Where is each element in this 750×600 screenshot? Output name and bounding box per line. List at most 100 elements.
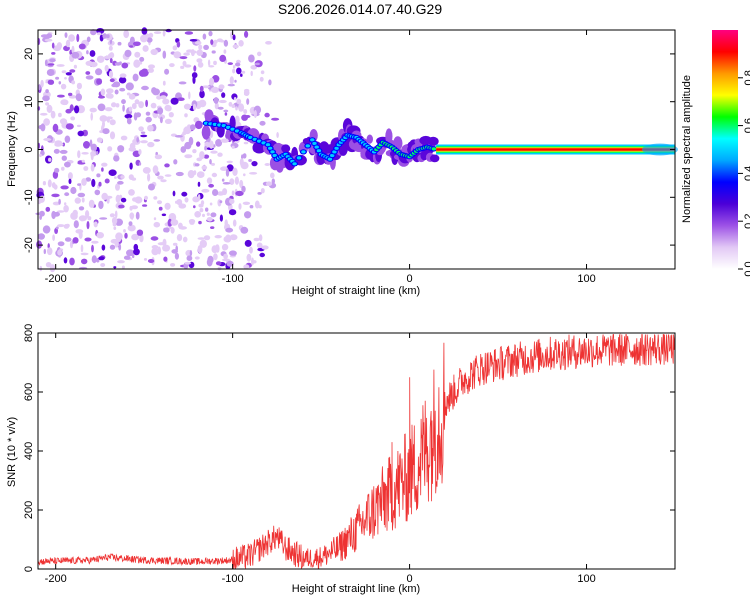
spectrogram-noise-cell	[127, 224, 136, 232]
spectrogram-noise-cell	[238, 103, 245, 112]
spectrogram-noise-cell	[145, 116, 152, 123]
spectrogram-noise-cell	[259, 252, 266, 258]
spectrogram-noise-cell	[196, 141, 201, 147]
spectrogram-noise-cell	[213, 253, 218, 261]
spectrogram-noise-cell	[81, 159, 85, 163]
spectrogram-ridge-core	[332, 150, 337, 154]
spectrogram-noise-cell	[244, 211, 252, 219]
spectrogram-noise-cell	[119, 61, 122, 65]
spectrogram-noise-cell	[120, 175, 125, 179]
spectrogram-noise-cell	[162, 50, 167, 59]
spectrogram-noise-cell	[42, 225, 51, 234]
spectrogram-noise-cell	[197, 237, 206, 240]
spectrogram-noise-cell	[85, 210, 90, 218]
spectrogram-noise-cell	[100, 88, 106, 96]
spectrogram-noise-cell	[141, 85, 149, 91]
spectrogram-noise-cell	[154, 154, 163, 160]
spectrogram-noise-cell	[243, 264, 250, 270]
spectrogram-noise-cell	[94, 189, 101, 196]
spectrogram-noise-cell	[193, 50, 197, 54]
spectrogram-ridge-core	[226, 125, 231, 129]
spectrogram-noise-cell	[198, 99, 207, 108]
spectrogram-noise-cell	[57, 249, 62, 256]
spectrogram-noise-cell	[90, 112, 93, 121]
spectrogram-noise-cell	[84, 237, 92, 242]
spectrogram-noise-cell	[101, 192, 108, 200]
spectrogram-noise-cell	[57, 142, 64, 146]
spectrogram-ridge-core	[305, 144, 310, 148]
spectrogram-noise-cell	[224, 112, 228, 116]
spectrogram-noise-cell	[232, 68, 236, 74]
spectrogram-noise-cell	[60, 99, 69, 106]
spectrogram-noise-cell	[213, 60, 217, 66]
spectrogram-noise-cell	[232, 34, 236, 41]
spectrogram-noise-cell	[109, 213, 115, 218]
spectrogram-noise-cell	[107, 53, 113, 60]
spectrogram-noise-cell	[215, 139, 223, 147]
spectrogram-noise-cell	[239, 158, 244, 167]
spectrogram-noise-cell	[206, 212, 210, 216]
spectrogram-noise-cell	[114, 239, 119, 248]
spectrogram-noise-cell	[186, 255, 193, 261]
spectrogram-noise-cell	[173, 159, 178, 165]
spectrogram-noise-cell	[52, 234, 55, 241]
spectrogram-noise-cell	[164, 174, 172, 177]
spectrogram-ridge-core	[234, 129, 240, 133]
spectrogram-noise-cell	[140, 131, 146, 134]
spectrogram-noise-cell	[236, 67, 242, 75]
spectrogram-noise-cell	[192, 75, 196, 85]
spectrogram-noise-cell	[129, 142, 136, 150]
snr-y-tick-label: 600	[23, 383, 35, 401]
spectrogram-noise-cell	[172, 190, 176, 197]
spectrogram-ridge-core	[327, 157, 333, 161]
spectrogram-noise-cell	[197, 181, 201, 187]
snr-x-ticks: -200 -100 0 100	[45, 333, 596, 585]
spectrogram-noise-cell	[159, 116, 163, 124]
spectrogram-noise-cell	[72, 209, 78, 217]
spectrogram-noise-cell	[51, 42, 55, 49]
colorbar-gradient	[712, 30, 738, 269]
spectrogram-noise-cell	[199, 239, 207, 248]
spectrogram-noise-cell	[271, 178, 275, 184]
snr-x-tick-label: -100	[222, 573, 244, 585]
spectrogram-noise-cell	[200, 200, 205, 206]
spectrogram-noise-cell	[170, 219, 179, 226]
spectrogram-noise-cell	[258, 204, 262, 209]
spectrogram-noise-cell	[89, 107, 97, 113]
spectrogram-noise-cell	[209, 159, 212, 165]
spectrogram-noise-cell	[86, 36, 91, 43]
spectrogram-noise-cell	[213, 97, 219, 104]
spectrogram-noise-cell	[74, 105, 80, 114]
spectrogram-y-tick-label: -10	[23, 189, 35, 205]
spectrogram-noise-cell	[208, 30, 213, 37]
spectrogram-noise-cell	[141, 27, 148, 35]
spectrogram-noise-cell	[117, 145, 125, 153]
spectrogram-noise-cell	[165, 105, 172, 112]
spectrogram-noise-cell	[210, 212, 217, 218]
spectrogram-noise-cell	[47, 63, 55, 66]
spectrogram-noise-cell	[204, 145, 208, 151]
spectrogram-noise-cell	[151, 87, 157, 94]
spectrogram-noise-cell	[183, 103, 192, 110]
spectrogram-noise-cell	[233, 97, 237, 101]
spectrogram-noise-cell	[86, 221, 90, 230]
spectrogram-noise-cell	[206, 258, 213, 267]
spectrogram-noise-cell	[47, 179, 52, 188]
spectrogram-noise-cell	[120, 197, 127, 203]
spectrogram-noise-cell	[249, 205, 254, 209]
snr-y-tick-label: 400	[23, 442, 35, 460]
spectrogram-noise-cell	[133, 59, 141, 68]
spectrogram-noise-cell	[153, 221, 161, 228]
spectrogram-noise-cell	[225, 168, 230, 177]
spectrogram-noise-cell	[177, 97, 185, 101]
spectrogram-noise-cell	[65, 123, 74, 130]
spectrogram-noise-cell	[208, 140, 214, 149]
spectrogram-noise-cell	[68, 34, 75, 42]
spectrogram-noise-cell	[189, 39, 198, 42]
spectrogram-noise-cell	[182, 236, 188, 243]
spectrogram-noise-cell	[196, 171, 205, 179]
spectrogram-noise-cell	[75, 93, 83, 102]
spectrogram-noise-cell	[77, 192, 86, 198]
spectrogram-noise-cell	[222, 182, 231, 185]
spectrogram-noise-cell	[91, 240, 99, 244]
